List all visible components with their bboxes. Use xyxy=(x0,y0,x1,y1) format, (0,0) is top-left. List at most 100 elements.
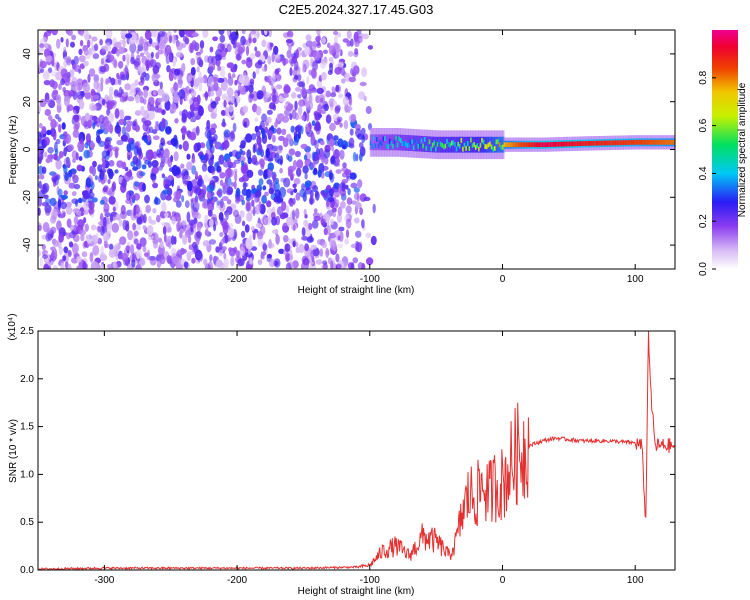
heatmap-cell xyxy=(365,106,372,114)
heatmap-cell xyxy=(481,137,484,143)
heatmap-cell xyxy=(66,232,71,240)
colorbar-gradient xyxy=(712,30,738,269)
heatmap-cell xyxy=(261,39,267,48)
heatmap-cell xyxy=(478,136,481,153)
heatmap-cell xyxy=(271,216,278,226)
heatmap-cell xyxy=(408,142,411,148)
heatmap-cell xyxy=(349,95,353,107)
heatmap-cell xyxy=(220,109,226,116)
heatmap-cell xyxy=(265,41,270,50)
heatmap-cell xyxy=(270,42,274,48)
heatmap-cell xyxy=(217,65,222,72)
heatmap-cell xyxy=(373,135,376,141)
heatmap-cell xyxy=(182,234,188,245)
heatmap-cell xyxy=(268,130,274,137)
heatmap-cell xyxy=(196,94,201,105)
heatmap-cell xyxy=(190,58,196,66)
heatmap-cell xyxy=(335,169,342,174)
heatmap-cell xyxy=(346,30,352,40)
heatmap-cell xyxy=(69,231,76,239)
heatmap-cell xyxy=(116,49,120,57)
heatmap-cell xyxy=(118,254,124,260)
heatmap-cell xyxy=(219,34,226,43)
heatmap-cell xyxy=(196,56,202,66)
heatmap-cell xyxy=(180,219,188,226)
heatmap-cell xyxy=(385,134,389,151)
heatmap-cell xyxy=(206,184,214,193)
heatmap-cell xyxy=(239,148,243,154)
heatmap-cell xyxy=(41,126,47,135)
heatmap-cell xyxy=(204,91,209,101)
heatmap-cell xyxy=(167,227,172,233)
heatmap-cell xyxy=(87,119,92,129)
spectrogram-heatmap xyxy=(38,30,675,269)
heatmap-cell xyxy=(157,88,165,96)
heatmap-cell xyxy=(104,212,111,218)
heatmap-cell xyxy=(635,139,639,145)
heatmap-cell xyxy=(271,51,275,63)
heatmap-cell xyxy=(344,169,352,176)
heatmap-cell xyxy=(91,105,98,111)
heatmap-cell xyxy=(114,124,122,134)
heatmap-cell xyxy=(335,253,340,263)
heatmap-cell xyxy=(342,144,346,150)
heatmap-cell xyxy=(130,56,136,65)
heatmap-cell xyxy=(153,73,161,79)
heatmap-cell xyxy=(262,243,268,251)
heatmap-cell xyxy=(121,126,127,136)
heatmap-cell xyxy=(82,190,89,197)
heatmap-cell xyxy=(462,146,465,152)
heatmap-cell xyxy=(226,30,231,36)
heatmap-cell xyxy=(44,109,51,116)
heatmap-cell xyxy=(164,212,169,218)
heatmap-cell xyxy=(224,168,232,179)
heatmap-cell xyxy=(314,190,319,198)
heatmap-cell xyxy=(347,188,351,196)
heatmap-cell xyxy=(294,112,299,121)
heatmap-cell xyxy=(89,188,93,194)
heatmap-cell xyxy=(197,178,205,188)
heatmap-cell xyxy=(161,201,167,213)
spectrogram-xtick-label: -300 xyxy=(94,274,114,285)
heatmap-cell xyxy=(316,87,324,95)
heatmap-cell xyxy=(656,139,659,145)
heatmap-cell xyxy=(79,39,84,47)
heatmap-cell xyxy=(118,46,125,55)
heatmap-cell xyxy=(438,139,441,145)
heatmap-cell xyxy=(168,52,174,63)
heatmap-cell xyxy=(241,220,246,227)
heatmap-cell xyxy=(46,129,52,136)
heatmap-cell xyxy=(138,146,142,157)
spectrogram-ylabel: Frequency (Hz) xyxy=(8,116,19,185)
spectrogram-ytick-label: 0 xyxy=(22,146,33,152)
heatmap-cell xyxy=(310,88,318,94)
heatmap-cell xyxy=(188,75,193,81)
heatmap-cell xyxy=(506,142,510,148)
heatmap-cell xyxy=(500,145,503,150)
heatmap-cell xyxy=(51,30,58,36)
heatmap-cell xyxy=(354,124,359,130)
heatmap-cell xyxy=(219,198,224,209)
heatmap-cell xyxy=(452,140,456,146)
heatmap-cell xyxy=(334,199,340,208)
heatmap-cell xyxy=(152,208,157,214)
heatmap-cell xyxy=(62,255,67,262)
heatmap-cell xyxy=(323,49,328,54)
heatmap-cell xyxy=(301,227,306,237)
heatmap-cell xyxy=(342,96,349,106)
heatmap-cell xyxy=(147,101,152,112)
heatmap-cell xyxy=(94,43,99,51)
heatmap-cell xyxy=(335,263,342,269)
heatmap-cell xyxy=(291,55,298,64)
heatmap-cell xyxy=(233,181,237,190)
heatmap-cell xyxy=(258,143,263,154)
heatmap-cell xyxy=(414,138,417,143)
heatmap-cell xyxy=(223,258,229,269)
heatmap-cell xyxy=(387,134,390,151)
heatmap-cell xyxy=(289,67,293,76)
heatmap-cell xyxy=(306,126,310,133)
heatmap-cell xyxy=(68,241,74,248)
heatmap-cell xyxy=(143,89,149,99)
heatmap-cell xyxy=(67,104,74,112)
spectrogram-ytick-label: 20 xyxy=(22,96,33,108)
